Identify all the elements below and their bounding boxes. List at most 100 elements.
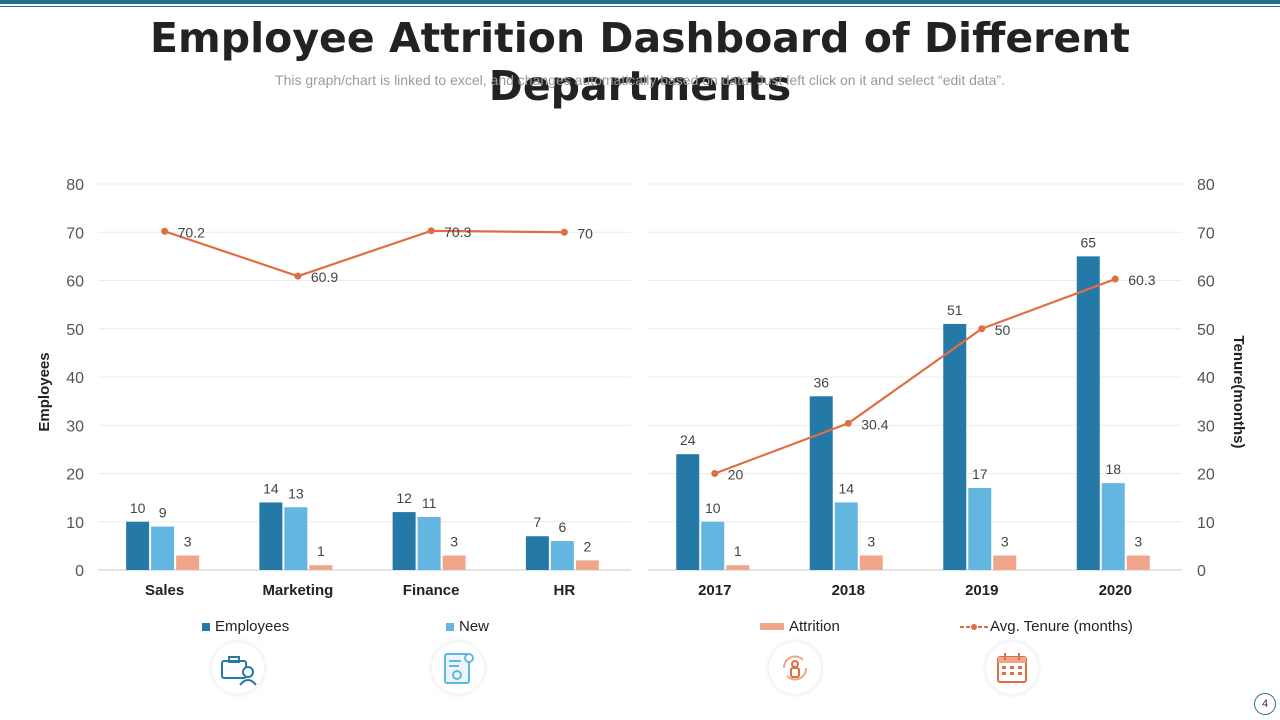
bar-year-employees-2017 (676, 454, 700, 570)
legend-label-employees: Employees (215, 618, 290, 635)
bar-label-dept-new-Finance: 11 (422, 495, 437, 511)
tenure-label-year-2018: 30.4 (861, 416, 888, 432)
bar-label-dept-attrition-HR: 2 (583, 538, 591, 554)
tenure-point-dept-HR (560, 228, 568, 236)
category-label-dept-Marketing: Marketing (262, 582, 333, 599)
bar-dept-employees-Finance (392, 512, 416, 570)
bar-year-new-2019 (968, 487, 992, 570)
legend-attrition: Attrition (760, 618, 840, 635)
bar-label-year-new-2019: 17 (972, 466, 988, 482)
ytick-year-40: 40 (1197, 370, 1215, 387)
category-label-year-2018: 2018 (832, 582, 865, 599)
category-label-year-2017: 2017 (698, 582, 731, 599)
calendar-icon (986, 642, 1038, 694)
bar-label-dept-employees-Sales: 10 (130, 500, 146, 516)
legend-swatch-attrition (760, 623, 784, 630)
bar-year-new-2018 (834, 502, 858, 570)
tenure-label-dept-Marketing: 60.9 (311, 269, 338, 285)
ytick-year-60: 60 (1197, 274, 1215, 291)
y-axis-title-right: Tenure(months) (1230, 335, 1247, 448)
ytick-dept-80: 80 (66, 177, 84, 194)
bar-dept-new-HR (550, 541, 574, 570)
tenure-label-year-2017: 20 (728, 467, 744, 483)
bar-year-new-2020 (1101, 483, 1125, 570)
ytick-year-30: 30 (1197, 418, 1215, 435)
ytick-dept-50: 50 (66, 322, 84, 339)
tenure-point-year-2020 (1111, 275, 1119, 283)
tenure-point-dept-Sales (161, 227, 169, 235)
bar-dept-employees-Marketing (259, 502, 283, 570)
legend-swatch-new (446, 622, 454, 631)
bar-label-year-new-2020: 18 (1105, 461, 1121, 477)
bar-year-employees-2019 (943, 323, 967, 570)
y-axis-title-left: Employees (36, 352, 53, 431)
tenure-line-dept (164, 229, 565, 278)
bar-label-dept-new-HR: 6 (558, 519, 566, 535)
bar-label-year-employees-2020: 65 (1080, 234, 1096, 250)
ytick-year-70: 70 (1197, 225, 1215, 242)
document-profile-icon (432, 642, 484, 694)
bar-year-attrition-2018 (859, 555, 883, 570)
bar-label-year-attrition-2018: 3 (867, 534, 875, 550)
legend-swatch-tenure (960, 623, 988, 630)
tenure-label-dept-Finance: 70.3 (444, 224, 471, 240)
bar-year-new-2017 (701, 521, 725, 570)
bar-label-dept-employees-HR: 7 (533, 514, 541, 530)
legend-label-attrition: Attrition (789, 618, 840, 635)
bar-label-year-employees-2018: 36 (813, 374, 829, 390)
tenure-point-dept-Marketing (294, 272, 302, 280)
bar-label-dept-new-Marketing: 13 (288, 485, 304, 501)
ytick-dept-30: 30 (66, 418, 84, 435)
bar-dept-new-Marketing (284, 507, 308, 570)
bar-label-year-new-2017: 10 (705, 500, 721, 516)
bar-dept-attrition-HR (575, 560, 599, 570)
bar-dept-employees-Sales (126, 521, 150, 570)
page-number: 4 (1254, 693, 1276, 715)
bar-dept-new-Sales (151, 526, 175, 570)
legend-swatch-employees (202, 622, 210, 631)
bar-label-year-attrition-2019: 3 (1001, 534, 1009, 550)
ytick-dept-70: 70 (66, 225, 84, 242)
category-label-year-2020: 2020 (1099, 582, 1132, 599)
bar-label-dept-employees-Finance: 12 (396, 490, 412, 506)
top-accent-bar (0, 0, 1280, 4)
bar-year-attrition-2019 (993, 555, 1017, 570)
ytick-dept-60: 60 (66, 274, 84, 291)
briefcase-person-icon (212, 642, 264, 694)
category-label-dept-Sales: Sales (145, 582, 184, 599)
bar-year-employees-2018 (809, 396, 833, 570)
tenure-point-year-2018 (844, 419, 852, 427)
ytick-year-20: 20 (1197, 467, 1215, 484)
tenure-point-year-2017 (711, 470, 719, 477)
ytick-year-0: 0 (1197, 563, 1206, 580)
ytick-dept-20: 20 (66, 467, 84, 484)
ytick-year-10: 10 (1197, 515, 1215, 532)
bar-year-attrition-2017 (726, 565, 750, 570)
bar-dept-employees-HR (525, 536, 549, 570)
ytick-year-50: 50 (1197, 322, 1215, 339)
tenure-label-year-2020: 60.3 (1128, 272, 1155, 288)
bar-dept-new-Finance (417, 516, 441, 570)
tenure-point-dept-Finance (427, 227, 435, 235)
category-label-dept-Finance: Finance (403, 582, 460, 599)
top-accent-line (0, 6, 1280, 7)
bar-label-dept-attrition-Finance: 3 (450, 534, 458, 550)
category-label-year-2019: 2019 (965, 582, 998, 599)
tenure-point-year-2019 (978, 325, 986, 333)
bar-year-attrition-2020 (1126, 555, 1150, 570)
ytick-dept-0: 0 (75, 563, 84, 580)
bar-label-dept-employees-Marketing: 14 (263, 480, 279, 496)
tenure-label-dept-HR: 70 (577, 225, 593, 241)
legend-employees: Employees (202, 618, 289, 635)
bar-label-dept-attrition-Marketing: 1 (317, 543, 325, 559)
bar-dept-attrition-Marketing (309, 565, 333, 570)
page-subtitle: This graph/chart is linked to excel, and… (275, 72, 1005, 88)
bar-label-dept-new-Sales: 9 (159, 505, 167, 521)
ytick-dept-10: 10 (66, 515, 84, 532)
ytick-year-80: 80 (1197, 177, 1215, 194)
bar-label-year-employees-2019: 51 (947, 302, 963, 318)
category-label-dept-HR: HR (554, 582, 576, 599)
bar-dept-attrition-Finance (442, 555, 466, 570)
bar-dept-attrition-Sales (176, 555, 200, 570)
